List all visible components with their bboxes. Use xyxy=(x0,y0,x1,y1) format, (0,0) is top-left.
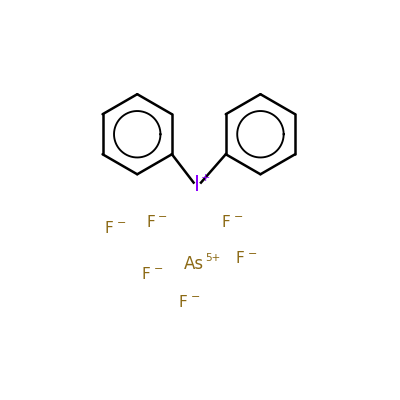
Text: As: As xyxy=(184,255,204,273)
Text: −: − xyxy=(158,212,168,222)
Text: −: − xyxy=(154,264,163,274)
Text: +: + xyxy=(200,173,210,183)
Text: F: F xyxy=(236,252,244,266)
Text: 5+: 5+ xyxy=(206,253,221,263)
Text: F: F xyxy=(222,214,231,230)
Text: F: F xyxy=(179,294,188,310)
Text: I: I xyxy=(194,175,200,195)
Text: −: − xyxy=(248,249,257,259)
Text: −: − xyxy=(190,292,200,302)
Text: −: − xyxy=(234,212,243,222)
Text: F: F xyxy=(142,267,151,282)
Text: F: F xyxy=(146,214,155,230)
Text: −: − xyxy=(117,218,126,228)
Text: F: F xyxy=(105,221,114,236)
